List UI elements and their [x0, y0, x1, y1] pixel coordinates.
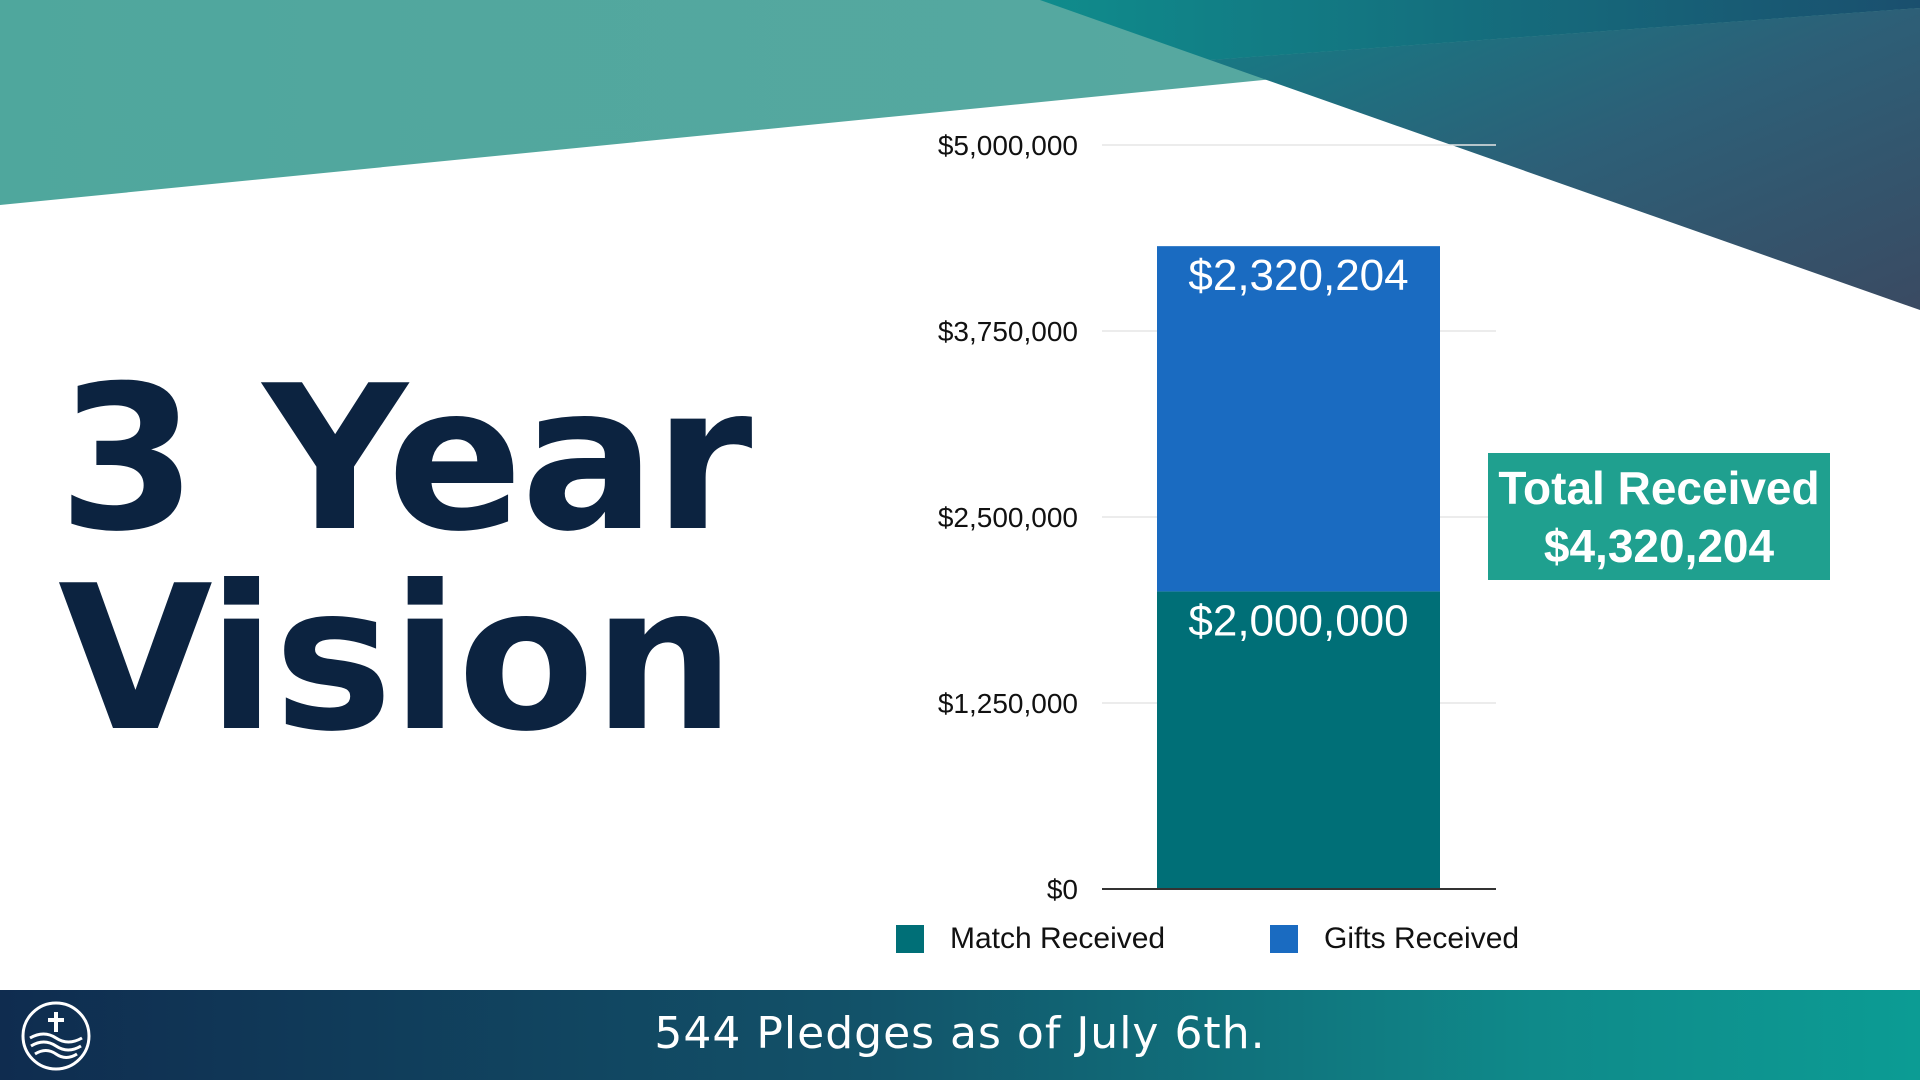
y-axis-ticks: $0 $1,250,000 $2,500,000 $3,750,000 $5,000,0…: [938, 130, 1078, 905]
footer-pledges-text: 544 Pledges as of July 6th.: [654, 1008, 1266, 1059]
legend-label-gifts: Gifts Received: [1324, 922, 1520, 955]
y-tick-label-4: $5,000,000: [938, 130, 1078, 161]
bg-shape-right: [1210, 8, 1920, 310]
bg-shape-top: [1040, 0, 1920, 60]
legend-item-match: Match Received: [896, 922, 1165, 956]
bar-segment-match: [1157, 591, 1440, 889]
bar-label-gifts: $2,320,204: [1188, 251, 1408, 300]
bar-segment-gifts: [1157, 246, 1440, 592]
y-tick-label-3: $3,750,000: [938, 316, 1078, 347]
legend-swatch-gifts: [1270, 925, 1298, 953]
title-line-2: Vision: [58, 543, 735, 776]
y-tick-label-0: $0: [1047, 874, 1078, 905]
footer-bar: 544 Pledges as of July 6th.: [0, 990, 1920, 1080]
total-received-label: Total Received: [1498, 462, 1820, 514]
legend-item-gifts: Gifts Received: [1270, 922, 1519, 956]
title-line-1: 3 Year: [58, 343, 752, 576]
legend-swatch-match: [896, 925, 924, 953]
y-tick-label-1: $1,250,000: [938, 688, 1078, 719]
y-tick-label-2: $2,500,000: [938, 502, 1078, 533]
total-received-value: $4,320,204: [1543, 520, 1775, 572]
total-received-box: Total Received $4,320,204: [1488, 453, 1830, 580]
bars: $2,000,000 $2,320,204: [1157, 246, 1440, 889]
slide-title: 3 Year Vision: [58, 343, 752, 776]
legend-label-match: Match Received: [950, 922, 1166, 955]
bar-label-match: $2,000,000: [1188, 596, 1408, 645]
church-logo-icon: [21, 1001, 91, 1071]
